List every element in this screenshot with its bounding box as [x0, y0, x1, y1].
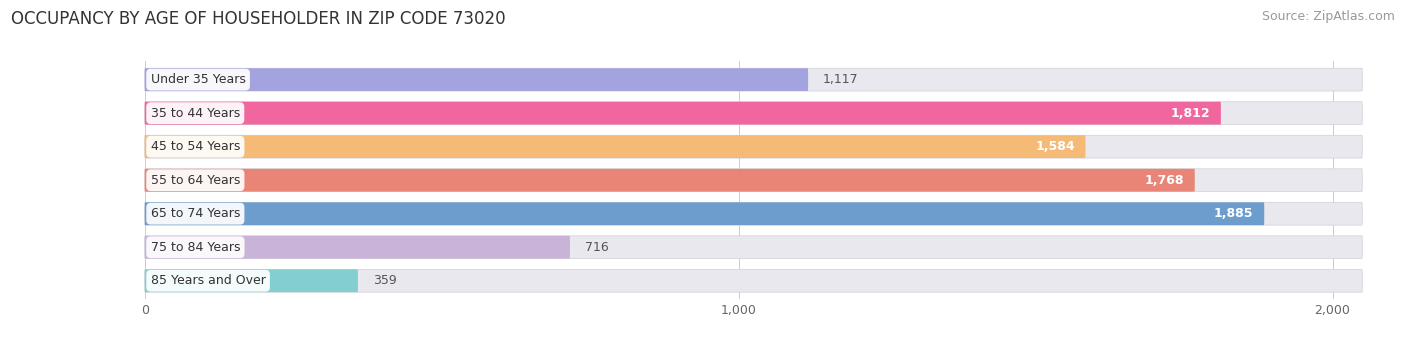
FancyBboxPatch shape — [145, 236, 569, 259]
Text: 85 Years and Over: 85 Years and Over — [150, 274, 266, 287]
FancyBboxPatch shape — [145, 68, 808, 91]
Text: 1,812: 1,812 — [1171, 107, 1211, 120]
Text: 35 to 44 Years: 35 to 44 Years — [150, 107, 240, 120]
FancyBboxPatch shape — [145, 68, 1362, 91]
FancyBboxPatch shape — [145, 135, 1362, 158]
Text: 75 to 84 Years: 75 to 84 Years — [150, 241, 240, 254]
Text: Under 35 Years: Under 35 Years — [150, 73, 246, 86]
Text: 1,117: 1,117 — [823, 73, 859, 86]
FancyBboxPatch shape — [145, 102, 1362, 124]
FancyBboxPatch shape — [145, 102, 1220, 124]
FancyBboxPatch shape — [145, 169, 1195, 192]
Text: 65 to 74 Years: 65 to 74 Years — [150, 207, 240, 220]
Text: 359: 359 — [373, 274, 396, 287]
Text: Source: ZipAtlas.com: Source: ZipAtlas.com — [1261, 10, 1395, 23]
FancyBboxPatch shape — [145, 269, 359, 292]
Text: 1,584: 1,584 — [1035, 140, 1074, 153]
Text: 1,885: 1,885 — [1213, 207, 1254, 220]
Text: 1,768: 1,768 — [1144, 174, 1184, 187]
FancyBboxPatch shape — [145, 269, 1362, 292]
Text: 45 to 54 Years: 45 to 54 Years — [150, 140, 240, 153]
FancyBboxPatch shape — [145, 135, 1085, 158]
FancyBboxPatch shape — [145, 236, 1362, 259]
FancyBboxPatch shape — [145, 169, 1362, 192]
Text: 716: 716 — [585, 241, 609, 254]
FancyBboxPatch shape — [145, 202, 1362, 225]
Text: 55 to 64 Years: 55 to 64 Years — [150, 174, 240, 187]
FancyBboxPatch shape — [145, 202, 1264, 225]
Text: OCCUPANCY BY AGE OF HOUSEHOLDER IN ZIP CODE 73020: OCCUPANCY BY AGE OF HOUSEHOLDER IN ZIP C… — [11, 10, 506, 28]
